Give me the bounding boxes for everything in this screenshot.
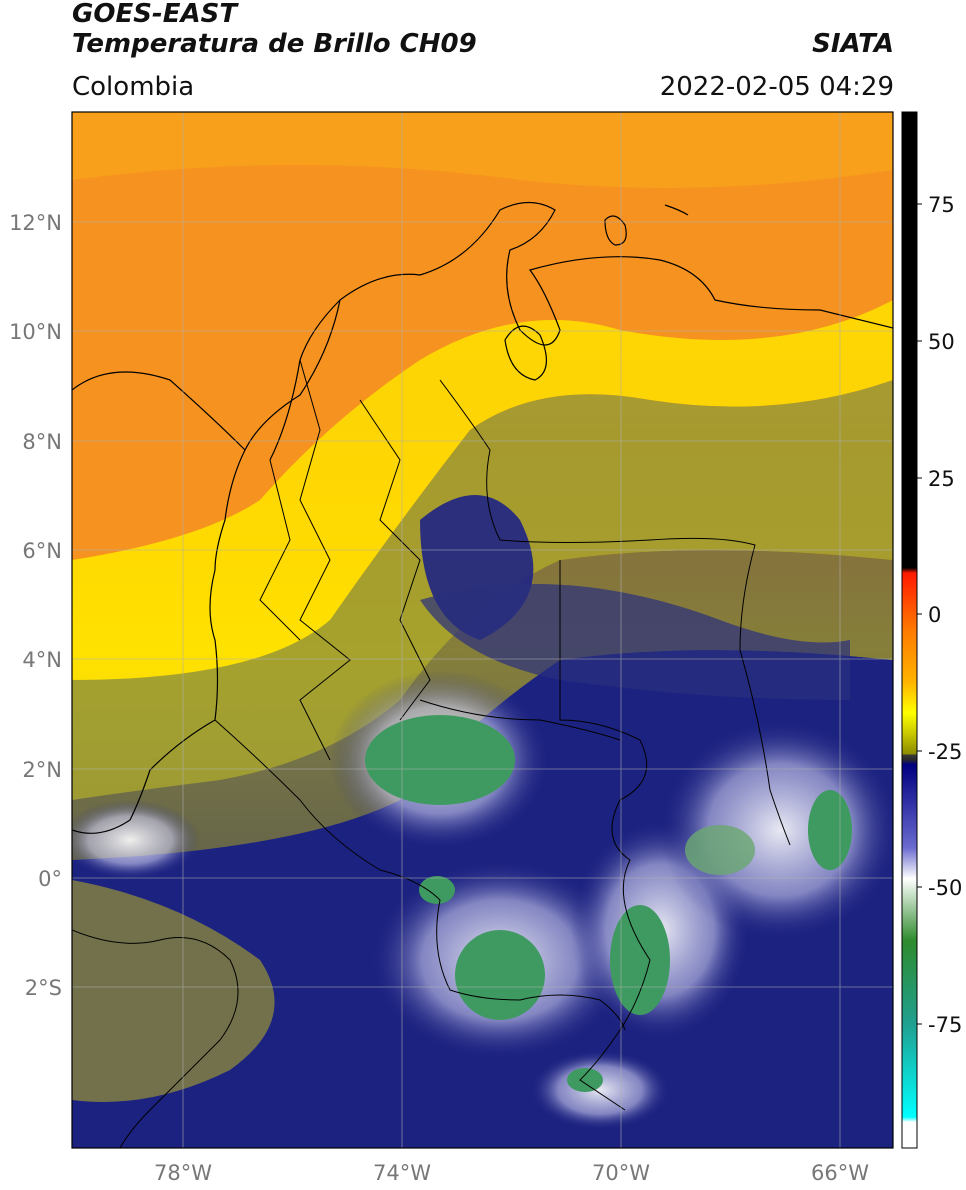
political-borders: [72, 359, 791, 1148]
colorbar-tick: 0: [928, 603, 941, 627]
datetime-label: 2022-02-05 04:29: [659, 72, 894, 102]
lat-label: 8°N: [22, 430, 62, 454]
lat-labels: 12°N 10°N 8°N 6°N 4°N 2°N 0° 2°S: [9, 211, 62, 1000]
lon-labels: 78°W 74°W 70°W 66°W: [154, 1161, 869, 1185]
colorbar-scale: [901, 111, 918, 1149]
satellite-field: [72, 112, 893, 1148]
lat-label: 12°N: [9, 211, 62, 235]
lon-label: 70°W: [592, 1161, 650, 1185]
lat-label: 10°N: [9, 320, 62, 344]
lat-label: 6°N: [22, 539, 62, 563]
colorbar-tick: -25: [928, 740, 962, 764]
lat-label: 0°: [38, 867, 62, 891]
map-frame: [71, 111, 894, 1149]
graticule: [72, 112, 893, 1148]
lon-label: 74°W: [373, 1161, 431, 1185]
lat-label: 4°N: [22, 648, 62, 672]
colorbar-tick: 50: [928, 330, 955, 354]
title-line2: Temperatura de Brillo CH09: [72, 29, 477, 59]
title-line1: GOES-EAST: [72, 0, 238, 29]
colorbar-tick: 25: [928, 467, 955, 491]
agency-label: SIATA: [812, 29, 894, 59]
colorbar-tick: 75: [928, 193, 955, 217]
colorbar-tick: -75: [928, 1013, 962, 1037]
region-label: Colombia: [72, 72, 195, 102]
colorbar-tick: -50: [928, 876, 962, 900]
lon-label: 78°W: [154, 1161, 212, 1185]
lon-label: 66°W: [811, 1161, 869, 1185]
colorbar: 75 50 25 0 -25 -50 -75: [901, 111, 962, 1149]
lat-label: 2°S: [25, 976, 62, 1000]
lat-label: 2°N: [22, 758, 62, 782]
